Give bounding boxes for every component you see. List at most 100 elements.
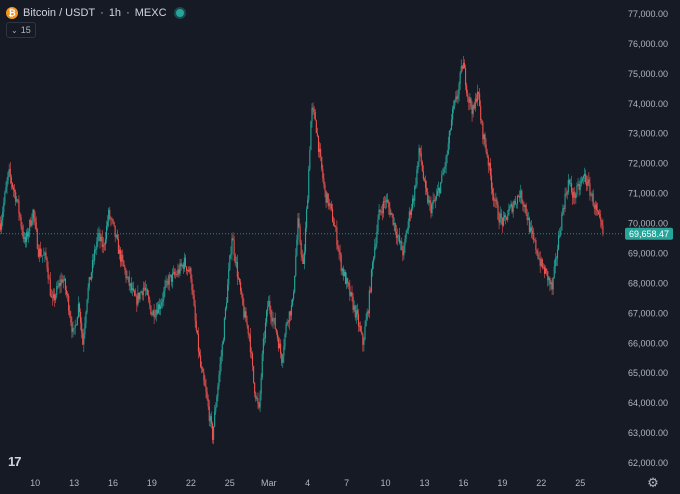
candle [184, 254, 187, 268]
candle-body [190, 268, 192, 280]
candle-body [481, 120, 483, 123]
candle-body [155, 309, 157, 316]
candle [441, 170, 443, 184]
gear-icon[interactable]: ⚙ [647, 475, 659, 490]
tradingview-logo[interactable]: 17 [8, 454, 22, 469]
candle [267, 300, 269, 317]
candle-body [456, 96, 458, 99]
candle [30, 216, 32, 227]
candle [320, 143, 322, 162]
candle-body [151, 314, 153, 316]
symbol-name[interactable]: Bitcoin / USDT [23, 7, 96, 19]
symbol-header[interactable]: ₿ Bitcoin / USDT · 1h · MEXC [6, 5, 184, 21]
candle [46, 256, 48, 272]
bitcoin-coin-icon: ₿ [6, 7, 18, 19]
candle [303, 244, 305, 270]
candle-body [219, 363, 221, 375]
indicator-toggle[interactable]: ⌄ 15 [6, 22, 36, 38]
candle [100, 233, 102, 242]
candle [461, 65, 463, 72]
candle [221, 341, 223, 362]
candle [365, 313, 367, 327]
candle [78, 302, 81, 318]
candle-body [537, 253, 539, 259]
candle [214, 405, 216, 428]
candle-body [0, 223, 2, 230]
candle [379, 209, 381, 216]
candle-body [204, 380, 206, 387]
candle-body [590, 194, 592, 196]
candle [136, 293, 138, 313]
candle [65, 285, 68, 298]
y-axis[interactable]: 77,000.00 76,000.00 75,000.00 74,000.00 73,0… [628, 9, 668, 468]
candle [231, 234, 233, 261]
candle [526, 208, 528, 226]
x-axis[interactable]: 10 13 16 19 22 25 Mar 4 7 10 13 16 19 22 25 [30, 478, 585, 488]
candle-body [388, 202, 390, 208]
candle-body [262, 338, 264, 354]
candle-body [206, 391, 208, 399]
candle-body [377, 219, 379, 232]
candle [585, 169, 587, 185]
candle [202, 366, 204, 373]
candle-body [150, 305, 152, 315]
candle [330, 200, 333, 212]
candle [508, 203, 510, 216]
candle [60, 272, 62, 293]
candle-body [195, 320, 197, 331]
candle-body [427, 191, 429, 203]
candle-body [512, 205, 514, 213]
candle [110, 216, 112, 227]
candle-body [474, 98, 476, 109]
candle [299, 223, 301, 246]
candle [485, 138, 487, 154]
candle [175, 268, 177, 279]
candle [276, 329, 278, 342]
candle [127, 276, 129, 283]
candle-body [343, 271, 345, 276]
candle [147, 288, 149, 296]
candle [359, 322, 361, 332]
candle-body [582, 175, 584, 179]
candle-body [173, 271, 175, 274]
candle-body [143, 287, 145, 289]
candle [498, 211, 500, 230]
candle [416, 165, 418, 189]
candle-body [74, 325, 76, 328]
candle-body [299, 226, 301, 243]
interval-label[interactable]: 1h [108, 7, 122, 19]
candle-body [396, 235, 398, 238]
candle-body [226, 302, 228, 309]
candle [312, 102, 314, 115]
candle [507, 209, 509, 223]
candle [249, 327, 251, 358]
candle [21, 222, 23, 237]
candle-body [311, 107, 313, 122]
candle-body [255, 393, 257, 399]
candle [496, 196, 498, 209]
candle-body [309, 150, 311, 170]
candle [230, 246, 232, 259]
candle [483, 133, 485, 147]
candle-body [444, 166, 446, 169]
candle [89, 277, 91, 280]
candle [34, 211, 36, 230]
candle [467, 89, 469, 103]
candle [407, 218, 409, 234]
candle-body [341, 268, 343, 272]
candle-body [170, 274, 172, 282]
candle-body [131, 288, 134, 291]
candle [105, 220, 108, 244]
candle [64, 277, 66, 296]
candle-body [576, 185, 578, 195]
candle-body [417, 161, 419, 170]
candle [295, 248, 297, 277]
candle [25, 229, 28, 248]
market-status-dot[interactable] [175, 9, 184, 17]
candle [351, 285, 353, 302]
candle-body [542, 267, 544, 268]
candle [445, 154, 447, 174]
candle [415, 177, 417, 190]
